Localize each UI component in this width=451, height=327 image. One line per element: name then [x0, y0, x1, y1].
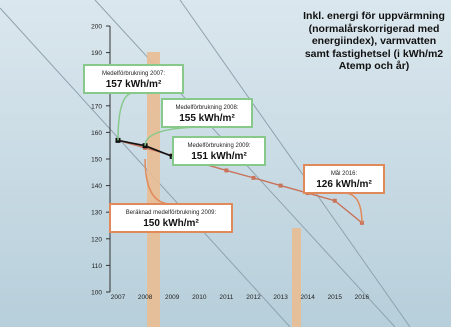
annotation-heading: Medelförbrukning 2007: [102, 71, 165, 77]
x-tick-label: 2009 [165, 294, 180, 301]
annotation-value: 151 kWh/m² [191, 151, 247, 162]
annotation-box [109, 203, 233, 233]
y-tick-label: 120 [91, 236, 102, 243]
y-tick-label: 200 [91, 24, 102, 31]
y-tick-label: 160 [91, 130, 102, 137]
target-point [332, 198, 337, 203]
x-tick-label: 2013 [273, 294, 288, 301]
y-tick-label: 150 [91, 157, 102, 164]
y-tick-label: 130 [91, 210, 102, 217]
target-point [278, 183, 283, 188]
target-point [251, 175, 256, 180]
x-tick-label: 2007 [111, 294, 126, 301]
x-tick-label: 2014 [300, 294, 315, 301]
annotation-a2008: Medelförbrukning 2008: 155 kWh/m² [161, 98, 253, 128]
pole-right [292, 228, 301, 327]
annotation-value: 157 kWh/m² [106, 79, 162, 90]
annotation-heading: Beräknad medelförbrukning 2009: [126, 210, 217, 216]
annotation-value: 155 kWh/m² [179, 113, 235, 124]
annotation-mal: Mål 2016: 126 kWh/m² [303, 164, 385, 194]
annotation-a2009: Medelförbrukning 2009: 151 kWh/m² [172, 136, 266, 166]
x-tick-label: 2016 [355, 294, 370, 301]
pole-left [147, 52, 160, 327]
annotation-box [172, 136, 266, 166]
annotation-box [83, 64, 184, 94]
y-axis: 100110120130140150160170180190200 [91, 24, 111, 297]
y-tick-label: 190 [91, 50, 102, 57]
x-axis: 2007 2008 2009 2010 2011 2012 2013 2014 2015 2016 [111, 294, 370, 301]
y-tick-label: 100 [91, 290, 102, 297]
annotation-value: 126 kWh/m² [316, 179, 372, 190]
annotation-heading: Mål 2016: [331, 170, 358, 177]
x-tick-label: 2015 [328, 294, 343, 301]
annotation-box [303, 164, 385, 194]
annotation-box [161, 98, 253, 128]
x-tick-label: 2012 [246, 294, 261, 301]
annotation-value: 150 kWh/m² [143, 218, 199, 229]
target-point [224, 168, 229, 173]
background-poles [147, 52, 301, 327]
annotation-heading: Medelförbrukning 2008: [175, 105, 238, 111]
chart-note: Inkl. energi för uppvärmning (normalårsk… [303, 10, 445, 72]
annotation-heading: Medelförbrukning 2009: [187, 143, 250, 149]
y-tick-label: 110 [92, 263, 103, 270]
y-tick-label: 170 [91, 103, 102, 110]
x-tick-label: 2008 [138, 294, 153, 301]
annotation-a2007: Medelförbrukning 2007: 157 kWh/m² [83, 64, 184, 94]
y-tick-label: 140 [91, 183, 102, 190]
annotation-layer: Medelförbrukning 2007:157 kWh/m²Medelför… [83, 64, 385, 233]
x-tick-label: 2011 [219, 294, 233, 301]
x-tick-label: 2010 [192, 294, 207, 301]
annotation-beraknad: Beräknad medelförbrukning 2009: 150 kWh/m… [109, 203, 233, 233]
